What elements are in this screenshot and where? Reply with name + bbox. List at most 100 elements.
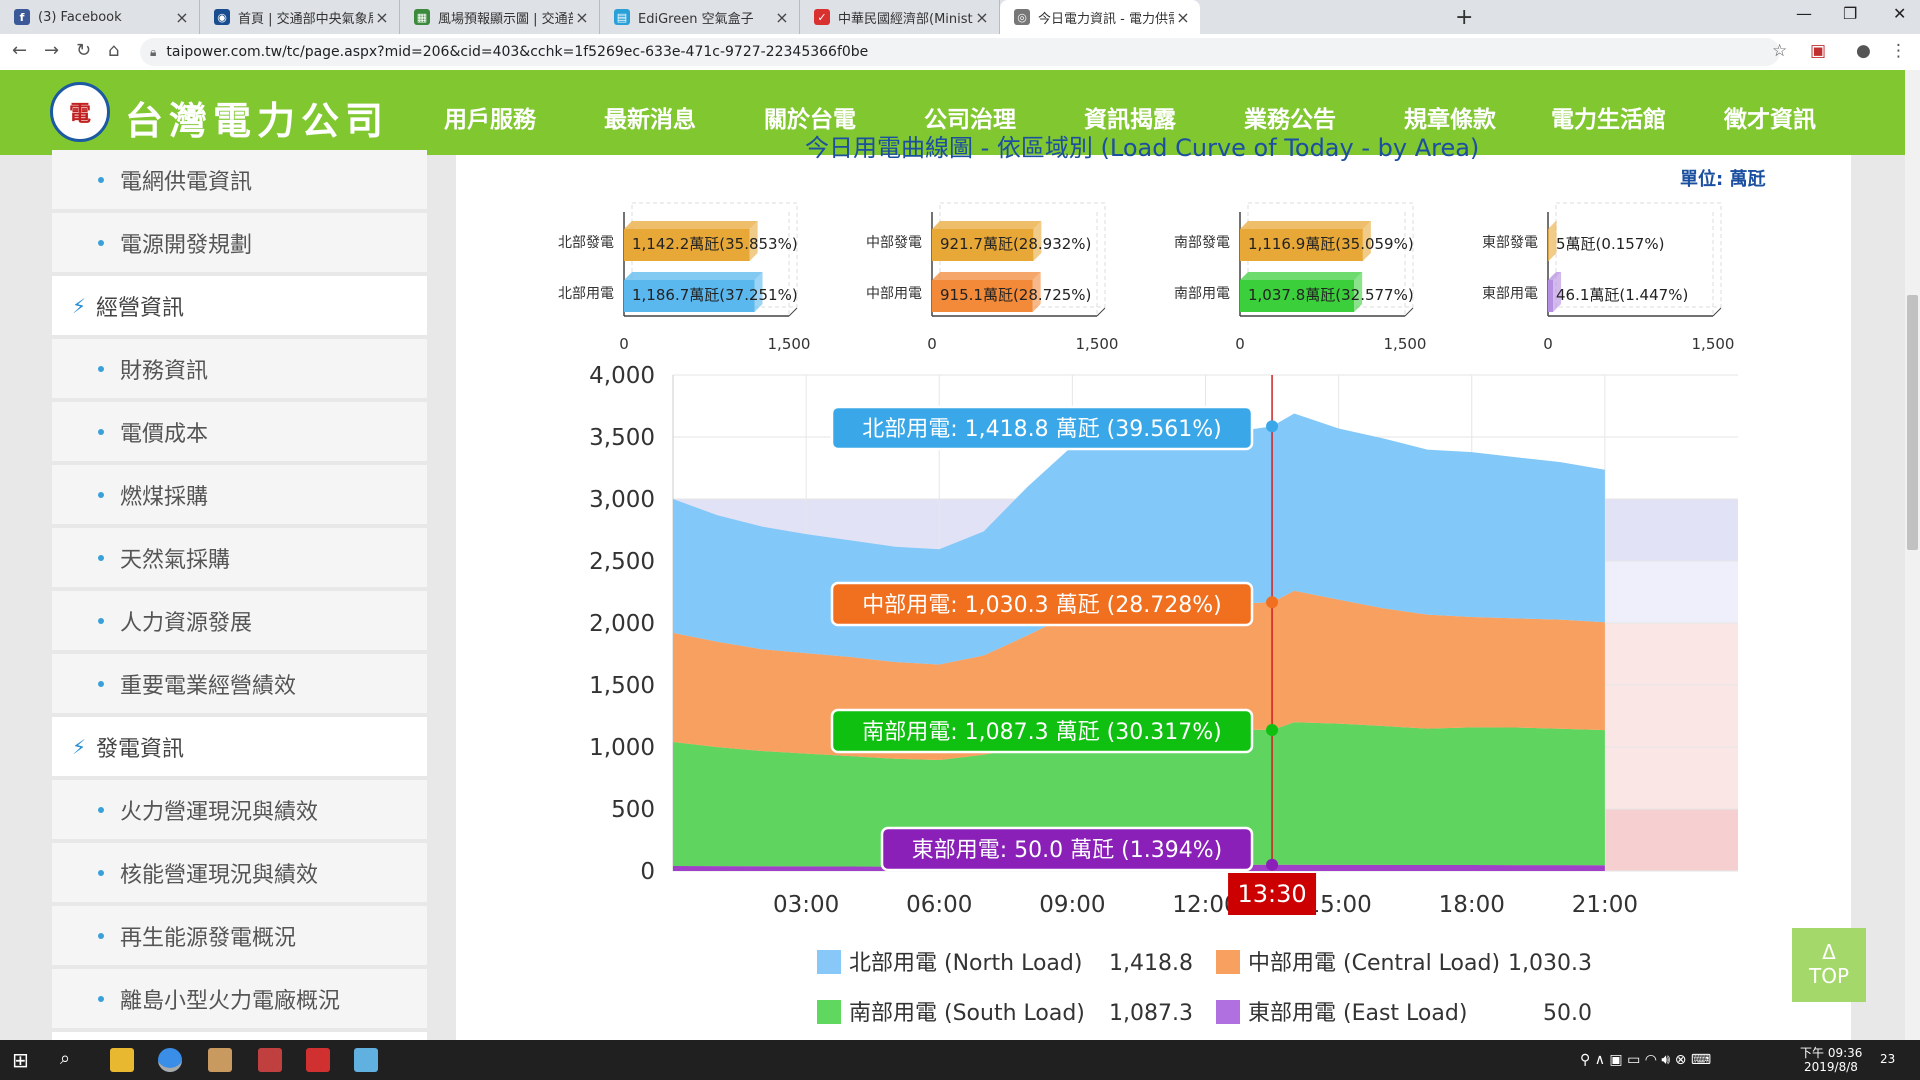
browser-tab[interactable]: ✓ 中華民國經濟部(Ministry of Econ× — [800, 0, 1000, 34]
back-to-top-button[interactable]: Δ TOP — [1792, 928, 1866, 1002]
y-tick-label: 2,000 — [589, 611, 655, 637]
legend-item[interactable]: 中部用電 (Central Load) 1,030.3 — [1216, 950, 1592, 976]
tooltip-text: 中部用電: 1,030.3 萬瓩 (28.728%) — [862, 593, 1221, 618]
legend-item[interactable]: 北部用電 (North Load) 1,418.8 — [817, 950, 1193, 976]
app-icon[interactable] — [306, 1048, 330, 1072]
close-window-button[interactable]: ✕ — [1893, 4, 1907, 23]
browser-tab[interactable]: ◎ 今日電力資訊 - 電力供需資訊 - 台× — [1000, 0, 1200, 34]
app-icon[interactable] — [258, 1048, 282, 1072]
legend-label: 東部用電 (East Load) — [1248, 1001, 1467, 1026]
cursor-time-label: 13:30 — [1237, 880, 1306, 908]
tab-close-icon[interactable]: × — [1176, 7, 1190, 27]
sidebar-category[interactable]: ⚡︎ 經營資訊 — [52, 276, 427, 339]
app-icon[interactable] — [354, 1048, 378, 1072]
bar[interactable] — [624, 280, 755, 312]
chrome-icon[interactable] — [158, 1048, 182, 1072]
tray-icons[interactable]: ⚲ ∧ ▣ ▭ ◠ 🔊︎ ⊗ ⌨ — [1580, 1052, 1712, 1068]
sidebar-category[interactable]: ⚡︎ 發電資訊 — [52, 717, 427, 780]
bookmark-star-icon[interactable]: ☆ — [1772, 41, 1788, 61]
legend-item[interactable]: 南部用電 (South Load) 1,087.3 — [817, 1000, 1193, 1026]
nav-item[interactable]: 最新消息 — [604, 107, 696, 133]
sidebar-item[interactable]: 電價成本 — [52, 402, 427, 465]
bullet-dot-icon — [98, 176, 104, 183]
tooltip: 中部用電: 1,030.3 萬瓩 (28.728%) — [830, 581, 1254, 627]
bar-tick-label: 0 — [619, 335, 629, 353]
windows-start-icon[interactable]: ⊞ — [12, 1048, 29, 1072]
new-tab-button[interactable]: + — [1455, 5, 1474, 30]
sidebar-item[interactable]: 電網供電資訊 — [52, 150, 427, 213]
sidebar-item[interactable]: 離島小型火力電廠概況 — [52, 969, 427, 1032]
region-bar-panel: 0 1,500 北部發電 1,142.2萬瓩(35.853%) 北部用電 1,186.7萬… — [558, 202, 810, 353]
file-explorer-icon[interactable] — [110, 1048, 134, 1072]
menu-dots-icon[interactable]: ⋮ — [1890, 41, 1907, 61]
browser-tab[interactable]: ◉ 首頁 | 交通部中央氣象局 × — [200, 0, 400, 34]
sidebar-item[interactable]: 天然氣採購 — [52, 528, 427, 591]
legend-item[interactable]: 東部用電 (East Load) 50.0 — [1216, 1000, 1592, 1026]
site-name[interactable]: 台灣電力公司 — [125, 98, 390, 143]
sidebar-item[interactable]: 燃煤採購 — [52, 465, 427, 528]
bar[interactable] — [1240, 229, 1363, 261]
sidebar-item[interactable]: 電源開發規劃 — [52, 213, 427, 276]
map-icon: ▦ — [414, 9, 430, 25]
nav-item[interactable]: 資訊揭露 — [1084, 107, 1176, 133]
browser-tab[interactable]: f (3) Facebook × — [0, 0, 200, 34]
sidebar-item[interactable]: 人力資源發展 — [52, 591, 427, 654]
cursor-point — [1266, 723, 1279, 736]
sidebar-item[interactable]: 核能營運現況與績效 — [52, 843, 427, 906]
extension-icon[interactable]: ▣ — [1810, 41, 1827, 61]
nav-item[interactable]: 關於台電 — [764, 107, 856, 133]
bar[interactable] — [1548, 280, 1554, 312]
sidebar-item-label: 重要電業經營績效 — [120, 673, 297, 699]
back-arrow-icon[interactable]: ← — [12, 40, 28, 61]
notification-count[interactable]: 23 — [1880, 1052, 1896, 1066]
browser-tab[interactable]: ▦ 風場預報顯示圖 | 交通部中央氣象× — [400, 0, 600, 34]
clock-date[interactable]: 2019/8/8 — [1804, 1060, 1858, 1074]
y-tick-label: 1,000 — [589, 735, 655, 761]
clock-time[interactable]: 下午 09:36 — [1800, 1046, 1863, 1060]
bullet-dot-icon — [98, 428, 104, 435]
sidebar-item[interactable]: 財務資訊 — [52, 339, 427, 402]
page-scrollbar[interactable] — [1905, 70, 1920, 1040]
stacked-area-chart: 0 500 1,000 1,500 2,000 2,500 3,000 3,500 4,000 0… — [589, 363, 1738, 918]
bar[interactable] — [932, 229, 1034, 261]
bar[interactable] — [932, 280, 1033, 312]
bar[interactable] — [624, 229, 750, 261]
search-icon[interactable]: ⌕ — [60, 1048, 71, 1069]
minimize-button[interactable]: — — [1796, 4, 1812, 23]
tab-close-icon[interactable]: × — [975, 7, 989, 27]
forward-arrow-icon[interactable]: → — [44, 40, 60, 61]
browser-tab[interactable]: ▤ EdiGreen 空氣盒子 × — [600, 0, 800, 34]
bullet-dot-icon — [98, 680, 104, 687]
sidebar-item[interactable]: 再生能源發電概況 — [52, 906, 427, 969]
tab-close-icon[interactable]: × — [775, 7, 789, 27]
taipower-logo-icon[interactable]: 電 — [50, 82, 110, 142]
bar-value-label: 1,116.9萬瓩(35.059%) — [1248, 235, 1414, 253]
cursor-time-badge — [1228, 873, 1317, 915]
nav-item[interactable]: 用戶服務 — [444, 107, 536, 133]
nav-item[interactable]: 規章條款 — [1404, 107, 1496, 133]
profile-avatar-icon[interactable]: ● — [1856, 41, 1871, 61]
maximize-button[interactable]: ❐ — [1843, 4, 1858, 23]
bar[interactable] — [1548, 229, 1549, 261]
sidebar-item[interactable]: 重要電業經營績效 — [52, 654, 427, 717]
tab-close-icon[interactable]: × — [575, 7, 589, 27]
page-scrollbar-thumb[interactable] — [1907, 295, 1918, 550]
x-tick-label: 18:00 — [1439, 892, 1505, 918]
region-bar-panel: 0 1,500 中部發電 921.7萬瓩(28.932%) 中部用電 915.1萬瓩(28… — [866, 202, 1118, 353]
bar[interactable] — [1240, 280, 1355, 312]
tooltip-text: 南部用電: 1,087.3 萬瓩 (30.317%) — [862, 720, 1221, 745]
bar-tick-label: 0 — [927, 335, 937, 353]
tab-title: EdiGreen 空氣盒子 — [638, 11, 754, 27]
reload-icon[interactable]: ↻ — [76, 40, 92, 61]
nav-item[interactable]: 電力生活館 — [1551, 107, 1666, 133]
nav-item[interactable]: 徵才資訊 — [1724, 107, 1816, 133]
address-bar[interactable]: 🔒︎ taipower.com.tw/tc/page.aspx?mid=206&… — [140, 38, 1780, 66]
home-icon[interactable]: ⌂ — [108, 40, 120, 61]
nav-item[interactable]: 業務公告 — [1244, 107, 1336, 133]
app-icon[interactable] — [208, 1048, 232, 1072]
tab-close-icon[interactable]: × — [375, 7, 389, 27]
tab-close-icon[interactable]: × — [175, 7, 189, 27]
sidebar-item[interactable]: 火力營運現況與績效 — [52, 780, 427, 843]
nav-item[interactable]: 公司治理 — [924, 107, 1016, 133]
globe-icon: ◎ — [1014, 9, 1030, 25]
